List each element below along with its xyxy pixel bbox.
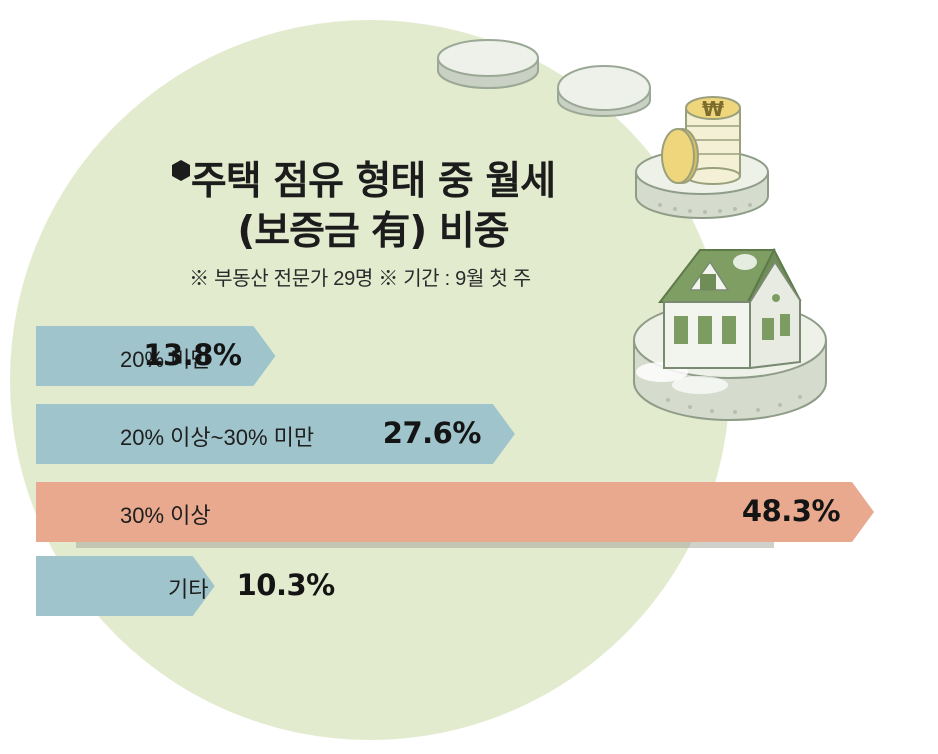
gold-coin-icon <box>661 128 699 184</box>
stone-coin-left <box>437 39 539 89</box>
bar-shadow <box>76 540 775 548</box>
category-label: 기타 <box>168 577 209 602</box>
value-label: 27.6% <box>382 416 482 450</box>
won-icon: ₩ <box>702 97 724 121</box>
chart-title-line2: (보증금 有) 비중 <box>237 209 509 254</box>
value-label: 10.3% <box>236 568 336 602</box>
category-label: 20% 미만 <box>120 347 211 372</box>
stone-coin-right <box>557 65 651 117</box>
category-label: 30% 이상 <box>120 503 211 528</box>
bars-layer <box>36 326 875 616</box>
house-icon <box>657 247 802 370</box>
bar-1 <box>36 326 276 386</box>
value-label: 13.8% <box>143 338 242 372</box>
bar-2 <box>36 404 515 464</box>
title-bullet-icon <box>172 160 190 181</box>
chart-title-line1: 주택 점유 형태 중 월세 <box>190 159 556 204</box>
category-label: 20% 이상~30% 미만 <box>120 425 315 450</box>
bar-4 <box>36 556 215 616</box>
chart-subtitle: ※ 부동산 전문가 29명 ※ 기간 : 9월 첫 주 <box>189 268 531 290</box>
value-label: 48.3% <box>741 494 841 528</box>
bar-3 <box>36 482 875 542</box>
